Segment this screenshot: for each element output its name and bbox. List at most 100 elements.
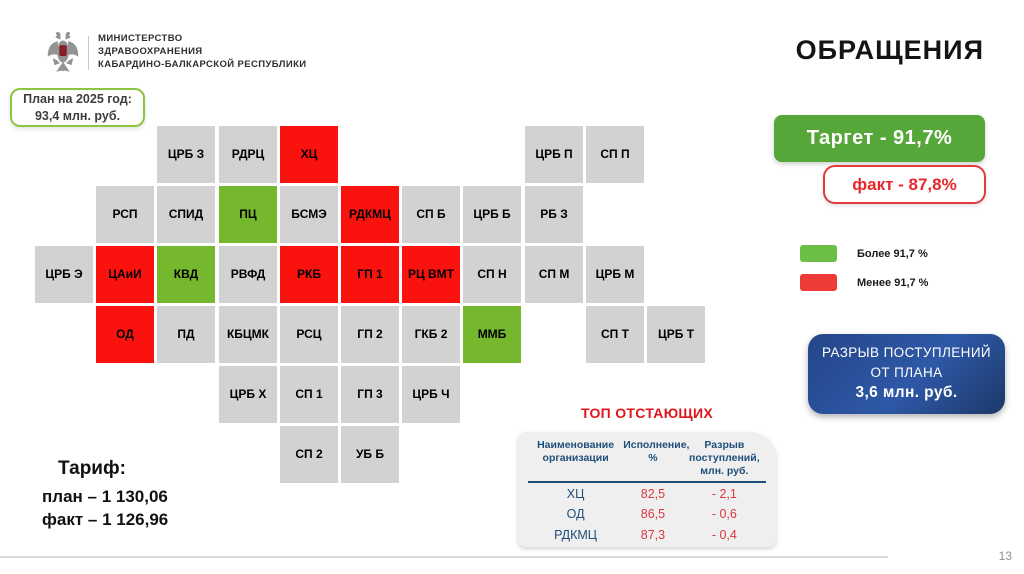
org-tile: СП П bbox=[586, 126, 644, 183]
laggards-header-name: Наименование организации bbox=[537, 439, 615, 465]
org-tile: РВФД bbox=[219, 246, 277, 303]
laggards-table-header-row: Наименование организации Исполнение, % Р… bbox=[528, 439, 766, 479]
plan-2025-callout: План на 2025 год: 93,4 млн. руб. bbox=[10, 88, 145, 127]
org-tile: ГП 1 bbox=[341, 246, 399, 303]
org-tile: КБЦМК bbox=[219, 306, 277, 363]
footer-divider-line bbox=[0, 556, 888, 558]
org-tile: УБ Б bbox=[341, 426, 399, 483]
legend-green-label: Более 91,7 % bbox=[857, 247, 928, 260]
gap-card-value: 3,6 млн. руб. bbox=[855, 384, 958, 402]
laggard-org-name: ОД bbox=[566, 507, 585, 522]
org-tile-label: КБЦМК bbox=[226, 326, 270, 341]
org-tile: ЦРБ П bbox=[525, 126, 583, 183]
org-tile-label: РДКМЦ bbox=[349, 206, 391, 221]
org-tile-label: РБ З bbox=[540, 206, 568, 221]
org-tile-label: СП 2 bbox=[295, 446, 323, 461]
org-tile: ГП 2 bbox=[341, 306, 399, 363]
org-tile-label: РВФД bbox=[230, 266, 266, 281]
gap-from-plan-card: РАЗРЫВ ПОСТУПЛЕНИЙ ОТ ПЛАНА 3,6 млн. руб… bbox=[808, 334, 1005, 414]
org-tile-label: ЦРБ М bbox=[595, 266, 635, 281]
tariff-plan-value: план – 1 130,06 bbox=[42, 487, 168, 506]
org-tile: РСП bbox=[96, 186, 154, 243]
org-tile-label: ЦРБ П bbox=[535, 146, 573, 161]
ministry-line-1: МИНИСТЕРСТВО bbox=[98, 33, 183, 44]
org-tile: ЦРБ М bbox=[586, 246, 644, 303]
org-tile-label: СП Б bbox=[416, 206, 446, 221]
org-tile-label: ХЦ bbox=[300, 146, 318, 161]
page-number: 13 bbox=[998, 549, 1012, 563]
org-tile: ЦРБ Т bbox=[647, 306, 705, 363]
org-tile-label: СП Н bbox=[477, 266, 507, 281]
org-tile: РКБ bbox=[280, 246, 338, 303]
laggards-header-rule bbox=[528, 481, 766, 483]
table-row: ХЦ 82,5 - 2,1 bbox=[528, 484, 766, 504]
ministry-line-3: КАБАРДИНО-БАЛКАРСКОЙ РЕСПУБЛИКИ bbox=[98, 59, 307, 71]
org-tile: ОД bbox=[96, 306, 154, 363]
legend-red-label: Менее 91,7 % bbox=[857, 276, 929, 289]
org-tile: КВД bbox=[157, 246, 215, 303]
laggards-table: Наименование организации Исполнение, % Р… bbox=[518, 432, 776, 547]
org-tile-label: ЦРБ Т bbox=[657, 326, 695, 341]
org-tile-label: КВД bbox=[173, 266, 199, 281]
tariff-fact-value: факт – 1 126,96 bbox=[42, 510, 169, 529]
org-tile: ЦРБ Б bbox=[463, 186, 521, 243]
org-tile-label: ОД bbox=[116, 326, 134, 341]
fact-badge: факт - 87,8% bbox=[823, 165, 986, 204]
org-tile-label: СП П bbox=[600, 146, 630, 161]
org-tile-label: УБ Б bbox=[355, 446, 385, 461]
plan-callout-line-2: 93,4 млн. руб. bbox=[34, 108, 121, 123]
laggards-table-body: ХЦ 82,5 - 2,1 ОД 86,5 - 0,6 РДКМЦ 87,3 - 0,4 bbox=[528, 484, 766, 545]
org-tile-label: РДРЦ bbox=[231, 146, 265, 161]
target-badge: Таргет - 91,7% bbox=[774, 115, 985, 162]
legend-item-above-target: Более 91,7 % bbox=[800, 245, 928, 262]
laggard-execution-value: 86,5 bbox=[640, 507, 666, 522]
org-tile-label: ГКБ 2 bbox=[414, 326, 448, 341]
org-tile: ЦРБ Ч bbox=[402, 366, 460, 423]
laggard-gap-value: - 0,6 bbox=[711, 507, 737, 522]
legend-red-swatch bbox=[800, 274, 837, 291]
laggard-gap-value: - 0,4 bbox=[711, 527, 737, 542]
org-tile: РДРЦ bbox=[219, 126, 277, 183]
org-tile: ПД bbox=[157, 306, 215, 363]
org-tile: ГКБ 2 bbox=[402, 306, 460, 363]
org-tile: ЦРБ Э bbox=[35, 246, 93, 303]
org-tile-label: ЦРБ Э bbox=[45, 266, 83, 281]
org-tile: ЦРБ З bbox=[157, 126, 215, 183]
laggard-execution-value: 87,3 bbox=[640, 527, 666, 542]
laggard-execution-value: 82,5 bbox=[640, 486, 666, 501]
org-tile-label: ПД bbox=[177, 326, 195, 341]
org-tile-label: ЦАиИ bbox=[108, 266, 142, 281]
org-tile: РБ З bbox=[525, 186, 583, 243]
org-tile: РЦ ВМТ bbox=[402, 246, 460, 303]
org-tile: ЦАиИ bbox=[96, 246, 154, 303]
org-tile-label: РКБ bbox=[297, 266, 321, 281]
gap-card-line-1: РАЗРЫВ ПОСТУПЛЕНИЙ bbox=[821, 345, 992, 361]
laggard-org-name: РДКМЦ bbox=[554, 527, 598, 542]
org-tile-label: ЦРБ З bbox=[167, 146, 205, 161]
table-row: РДКМЦ 87,3 - 0,4 bbox=[528, 525, 766, 545]
org-tile: СП 2 bbox=[280, 426, 338, 483]
org-tile: ЦРБ Х bbox=[219, 366, 277, 423]
org-tile-label: СП Т bbox=[601, 326, 629, 341]
org-grid: ЦРБ З РДРЦ ХЦ ЦРБ П СП П РСП СПИД ПЦ БСМЭ РДКМЦ СП… bbox=[35, 126, 715, 486]
org-tile-label: ГП 3 bbox=[357, 386, 383, 401]
org-tile-label: ГП 1 bbox=[357, 266, 383, 281]
org-tile: СП Б bbox=[402, 186, 460, 243]
org-tile: ММБ bbox=[463, 306, 521, 363]
tariff-title: Тариф: bbox=[58, 458, 126, 479]
ministry-line-2: ЗДРАВООХРАНЕНИЯ bbox=[98, 46, 203, 58]
org-tile: РДКМЦ bbox=[341, 186, 399, 243]
org-tile-label: СП М bbox=[538, 266, 570, 281]
laggard-org-name: ХЦ bbox=[566, 486, 585, 501]
org-tile: СП Т bbox=[586, 306, 644, 363]
org-tile: СП М bbox=[525, 246, 583, 303]
org-tile-label: ЦРБ Б bbox=[473, 206, 511, 221]
header-divider bbox=[88, 36, 89, 70]
org-tile: СП 1 bbox=[280, 366, 338, 423]
org-tile-label: ЦРБ Ч bbox=[412, 386, 450, 401]
org-tile: ГП 3 bbox=[341, 366, 399, 423]
laggards-table-title: ТОП ОТСТАЮЩИХ bbox=[580, 405, 714, 421]
org-tile: ПЦ bbox=[219, 186, 277, 243]
org-tile-label: ГП 2 bbox=[357, 326, 383, 341]
